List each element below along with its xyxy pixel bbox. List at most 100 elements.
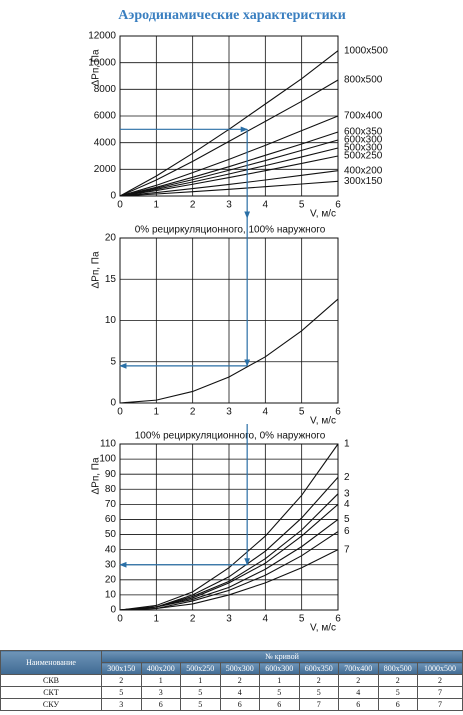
row-name: СКВ — [0, 674, 102, 687]
chart-title: 100% рециркуляционного, 0% наружного — [135, 431, 326, 442]
y-tick-label: 8000 — [94, 84, 117, 95]
table-cell: 5 — [180, 698, 221, 711]
table-cell: 1 — [180, 674, 221, 687]
x-tick-label: 3 — [226, 407, 232, 418]
x-tick-label: 4 — [263, 200, 269, 211]
table-cell: 2 — [338, 674, 379, 687]
y-tick-label: 12000 — [88, 31, 116, 42]
table-row: СКУ 3 6 5 6 6 7 6 6 7 — [0, 698, 463, 711]
y-tick-label: 30 — [105, 559, 117, 570]
header-group: № кривой — [101, 650, 463, 663]
table-cell: 4 — [338, 686, 379, 699]
column-header: 500x250 — [180, 662, 221, 675]
table-cell: 5 — [101, 686, 142, 699]
chart-title: 0% рециркуляционного, 100% наружного — [135, 225, 326, 236]
table-cell: 6 — [259, 698, 300, 711]
table-cell: 5 — [377, 686, 418, 699]
curve-label: 600x300 — [344, 135, 383, 146]
y-tick-label: 15 — [105, 274, 117, 285]
table-cell: 1 — [259, 674, 300, 687]
curve-label: 3 — [344, 488, 350, 499]
y-tick-label: 20 — [105, 574, 117, 585]
table-cell: 2 — [219, 674, 260, 687]
curve-label: 700x400 — [344, 111, 383, 122]
x-axis-label: V, м/с — [310, 416, 336, 427]
x-tick-label: 6 — [335, 407, 341, 418]
table-cell: 2 — [377, 674, 418, 687]
x-tick-label: 5 — [299, 614, 305, 625]
y-tick-label: 70 — [105, 499, 117, 510]
x-tick-label: 4 — [263, 407, 269, 418]
x-axis-label: V, м/с — [310, 623, 336, 634]
curve — [119, 147, 339, 197]
curve — [119, 155, 339, 197]
column-header: 600x300 — [259, 662, 300, 675]
table-row: СКВ 2 1 1 2 1 2 2 2 2 — [0, 674, 463, 687]
column-header: 800x500 — [377, 662, 418, 675]
curve — [119, 180, 339, 197]
table-cell: 5 — [259, 686, 300, 699]
y-tick-label: 80 — [105, 484, 117, 495]
x-tick-label: 0 — [117, 200, 123, 211]
table-cell: 1 — [140, 674, 181, 687]
y-tick-label: 90 — [105, 469, 117, 480]
table-cell: 4 — [219, 686, 260, 699]
curve — [119, 170, 339, 197]
y-axis-label: ΔPп, Па — [91, 251, 102, 289]
x-axis-label: V, м/с — [310, 209, 336, 220]
curve-label: 300x150 — [344, 176, 383, 187]
y-tick-label: 0 — [110, 191, 116, 202]
x-tick-label: 6 — [335, 200, 341, 211]
table-cell: 5 — [298, 686, 339, 699]
table-cell: 7 — [417, 686, 463, 699]
x-tick-label: 2 — [190, 200, 196, 211]
column-header: 1000x500 — [417, 662, 463, 675]
x-tick-label: 1 — [154, 200, 160, 211]
curve — [119, 79, 339, 197]
column-header: 500x300 — [219, 662, 260, 675]
row-name: СКТ — [0, 686, 102, 699]
x-tick-label: 0 — [117, 407, 123, 418]
curve-label: 2 — [344, 472, 350, 483]
x-tick-label: 6 — [335, 614, 341, 625]
curve-label: 600x350 — [344, 127, 383, 138]
curve — [119, 298, 339, 404]
x-tick-label: 4 — [263, 614, 269, 625]
curve-label: 5 — [344, 514, 350, 525]
x-tick-label: 3 — [226, 200, 232, 211]
curve-label: 500x300 — [344, 143, 383, 154]
y-tick-label: 0 — [110, 398, 116, 409]
x-tick-label: 2 — [190, 407, 196, 418]
y-tick-label: 6000 — [94, 111, 117, 122]
table-cell: 3 — [140, 686, 181, 699]
curve — [119, 443, 339, 611]
y-tick-label: 60 — [105, 514, 117, 525]
y-tick-label: 40 — [105, 544, 117, 555]
y-tick-label: 50 — [105, 529, 117, 540]
curve-label: 1 — [344, 439, 350, 450]
table-cell: 5 — [180, 686, 221, 699]
y-tick-label: 100 — [99, 454, 116, 465]
table-cell: 6 — [377, 698, 418, 711]
y-tick-label: 110 — [100, 439, 116, 450]
y-tick-label: 2000 — [94, 164, 117, 175]
curve-label: 800x500 — [344, 75, 383, 86]
y-axis-label: ΔPп, Па — [91, 49, 102, 87]
table-cell: 3 — [101, 698, 142, 711]
curve — [119, 131, 339, 197]
y-tick-label: 20 — [105, 233, 117, 244]
table-cell: 2 — [298, 674, 339, 687]
header-name: Наименование — [0, 650, 102, 675]
table-cell: 7 — [298, 698, 339, 711]
x-tick-label: 5 — [299, 407, 305, 418]
table-cell: 6 — [140, 698, 181, 711]
table-cell: 2 — [417, 674, 463, 687]
column-header: 700x400 — [338, 662, 379, 675]
curve-label: 400x200 — [344, 165, 383, 176]
x-tick-label: 0 — [117, 614, 123, 625]
curve-label: 6 — [344, 526, 350, 537]
curve — [119, 549, 339, 611]
x-tick-label: 5 — [299, 200, 305, 211]
curve-label: 1000x500 — [344, 45, 388, 56]
